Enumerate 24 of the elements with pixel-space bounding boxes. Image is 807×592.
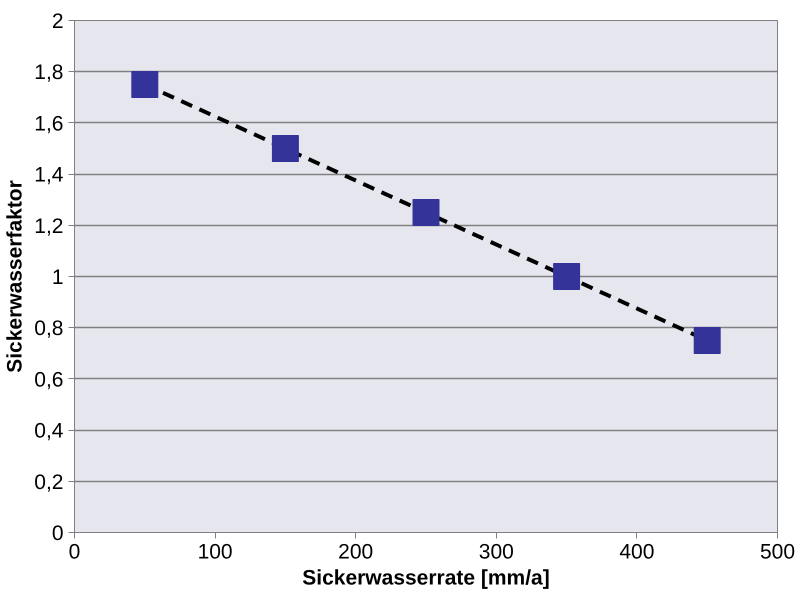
x-tick-label: 500 <box>760 540 796 564</box>
y-tick-label: 0,6 <box>34 368 64 392</box>
point <box>694 327 721 354</box>
y-tick-label: 1,8 <box>34 61 64 84</box>
y-tick-label: 1,6 <box>34 112 64 136</box>
x-tick-label: 100 <box>198 540 233 564</box>
y-tick-label: 2 <box>52 10 64 33</box>
x-tick-label: 200 <box>338 540 374 564</box>
x-tick-label: 300 <box>478 540 514 564</box>
x-axis-title: Sickerwasserrate [mm/a] <box>302 566 550 590</box>
y-tick-label: 0,4 <box>34 420 64 443</box>
point <box>131 71 158 98</box>
y-tick-label: 0,2 <box>34 470 64 494</box>
y-tick-label: 1 <box>52 266 64 289</box>
y-tick-label: 1,4 <box>34 164 64 187</box>
y-axis-title: Sickerwasserfaktor <box>3 180 26 373</box>
point <box>553 263 580 290</box>
y-tick-label: 0,8 <box>34 317 64 340</box>
point <box>412 199 440 226</box>
x-tick-label: 0 <box>68 540 80 564</box>
y-tick-label: 1,2 <box>34 214 64 238</box>
point <box>272 135 299 162</box>
y-tick-label: 0 <box>52 522 64 545</box>
x-tick-label: 400 <box>619 540 654 564</box>
